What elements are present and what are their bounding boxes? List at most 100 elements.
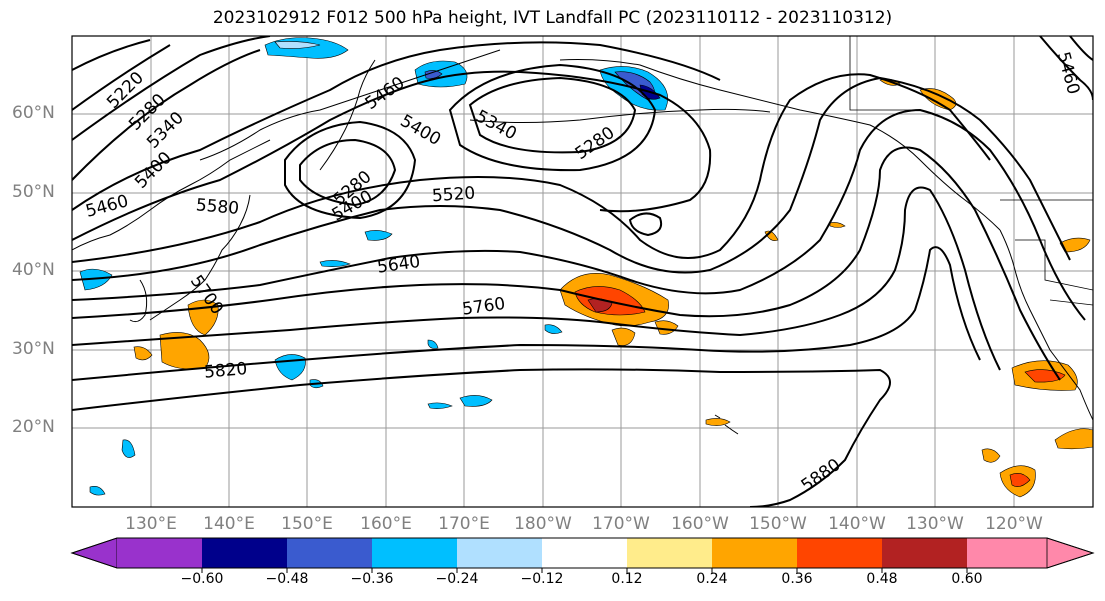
ivt-positive-patch <box>705 418 731 426</box>
colorbar-tick-label: −0.48 <box>265 571 309 587</box>
contour-line <box>468 76 637 154</box>
coastline-north-america-west <box>999 229 1093 421</box>
colorbar-extend-high <box>1046 537 1095 569</box>
lon-label: 150°W <box>749 514 807 534</box>
colorbar-tick-label: −0.36 <box>350 571 394 587</box>
lon-label: 140°W <box>828 514 886 534</box>
ivt-negative-patch <box>424 70 443 79</box>
map-frame <box>71 35 1094 508</box>
colorbar-tick-label: 0.48 <box>866 571 898 587</box>
lat-label: 60°N <box>12 103 55 123</box>
contour-line <box>72 146 1061 381</box>
colorbar-segment <box>797 538 882 568</box>
lon-label: 130°W <box>906 514 964 534</box>
border-line <box>849 36 920 111</box>
colorbar-segment <box>457 538 542 568</box>
coastline-siberia <box>199 49 501 161</box>
contour-line <box>299 138 397 207</box>
colorbar-tick-label: 0.12 <box>611 571 643 587</box>
ivt-negative-patch <box>364 230 393 241</box>
contour-line <box>72 73 991 263</box>
contour-line <box>72 49 261 181</box>
coastlines <box>72 49 1093 435</box>
coastline-korea <box>129 279 148 323</box>
colorbar-segment <box>627 538 712 568</box>
lat-label: 40°N <box>12 260 55 280</box>
contour-line <box>448 63 657 172</box>
colorbar-segment <box>967 538 1047 568</box>
border-line <box>1015 239 1093 291</box>
colorbar-segment <box>542 538 627 568</box>
lon-label: 150°E <box>281 514 333 534</box>
ivt-positive-patch <box>829 222 846 228</box>
lon-label: 160°E <box>360 514 412 534</box>
lon-label: 160°W <box>671 514 729 534</box>
lon-label: 120°W <box>985 514 1043 534</box>
map-title: 2023102912 F012 500 hPa height, IVT Land… <box>212 8 893 28</box>
ivt-positive-patch <box>1054 428 1093 450</box>
colorbar-segment <box>372 538 457 568</box>
coastline-alaska <box>559 59 1001 231</box>
contour-line <box>72 44 171 111</box>
lon-label: 140°E <box>203 514 255 534</box>
ivt-negative-patch <box>427 402 453 409</box>
ivt-positive-patch <box>611 327 636 346</box>
ivt-positive-patch <box>1059 237 1091 253</box>
colorbar-segment <box>882 538 967 568</box>
contour-line <box>72 246 981 381</box>
height-contours <box>72 36 1093 507</box>
coastline-aleutians <box>469 108 771 123</box>
lat-label: 20°N <box>12 417 55 437</box>
ivt-negative-patch <box>319 260 351 267</box>
coastline-kamchatka <box>319 59 376 171</box>
ivt-negative-patch <box>89 486 106 496</box>
lon-label: 170°E <box>438 514 490 534</box>
colorbar-tick-label: 0.36 <box>781 571 813 587</box>
contour-line <box>72 41 721 211</box>
coastline-hawaii <box>714 414 739 435</box>
colorbar <box>70 537 1095 573</box>
ivt-positive-patch <box>159 332 210 370</box>
colorbar-tick-label: −0.24 <box>435 571 479 587</box>
contour-line <box>72 39 151 71</box>
colorbar-segment <box>117 538 202 568</box>
colorbar-tick-label: 0.24 <box>696 571 728 587</box>
contour-line <box>72 186 1001 371</box>
lon-label: 130°E <box>125 514 177 534</box>
ivt-positive-patch <box>981 448 1001 463</box>
ivt-negative-patch <box>79 268 113 291</box>
ivt-negative-patch <box>274 41 321 49</box>
contour-line <box>284 120 417 220</box>
contour-line <box>72 70 712 241</box>
colorbar-extend-low <box>70 537 118 569</box>
lon-label: 180°W <box>514 514 572 534</box>
contour-line <box>72 368 891 507</box>
ivt-negative-patch <box>121 439 136 458</box>
contour-line <box>1069 36 1093 61</box>
colorbar-outline <box>70 537 1095 569</box>
colorbar-tick-label: −0.60 <box>180 571 224 587</box>
ivt-positive-patch <box>133 346 153 361</box>
ivt-negative-patch <box>459 395 493 407</box>
lon-label: 170°W <box>592 514 650 534</box>
colorbar-segment <box>202 538 287 568</box>
contour-line <box>1039 36 1093 101</box>
colorbar-segment <box>712 538 797 568</box>
contour-line <box>628 212 663 237</box>
contour-line <box>72 76 1071 281</box>
coastline-japan <box>149 194 251 321</box>
colorbar-tick-label: 0.60 <box>951 571 983 587</box>
contour-label: 5520 <box>431 183 476 206</box>
lat-label: 30°N <box>12 339 55 359</box>
ivt-positive-patch <box>1009 473 1031 487</box>
ivt-negative-patch <box>427 339 439 349</box>
contour-line <box>72 108 1086 321</box>
ivt-negative-patch <box>544 324 563 334</box>
lat-label: 50°N <box>12 182 55 202</box>
contour-label: 5820 <box>203 359 248 383</box>
colorbar-segment <box>287 538 372 568</box>
contour-line <box>72 36 271 141</box>
contour-label: 5580 <box>195 195 240 219</box>
colorbar-tick-label: −0.12 <box>520 571 564 587</box>
